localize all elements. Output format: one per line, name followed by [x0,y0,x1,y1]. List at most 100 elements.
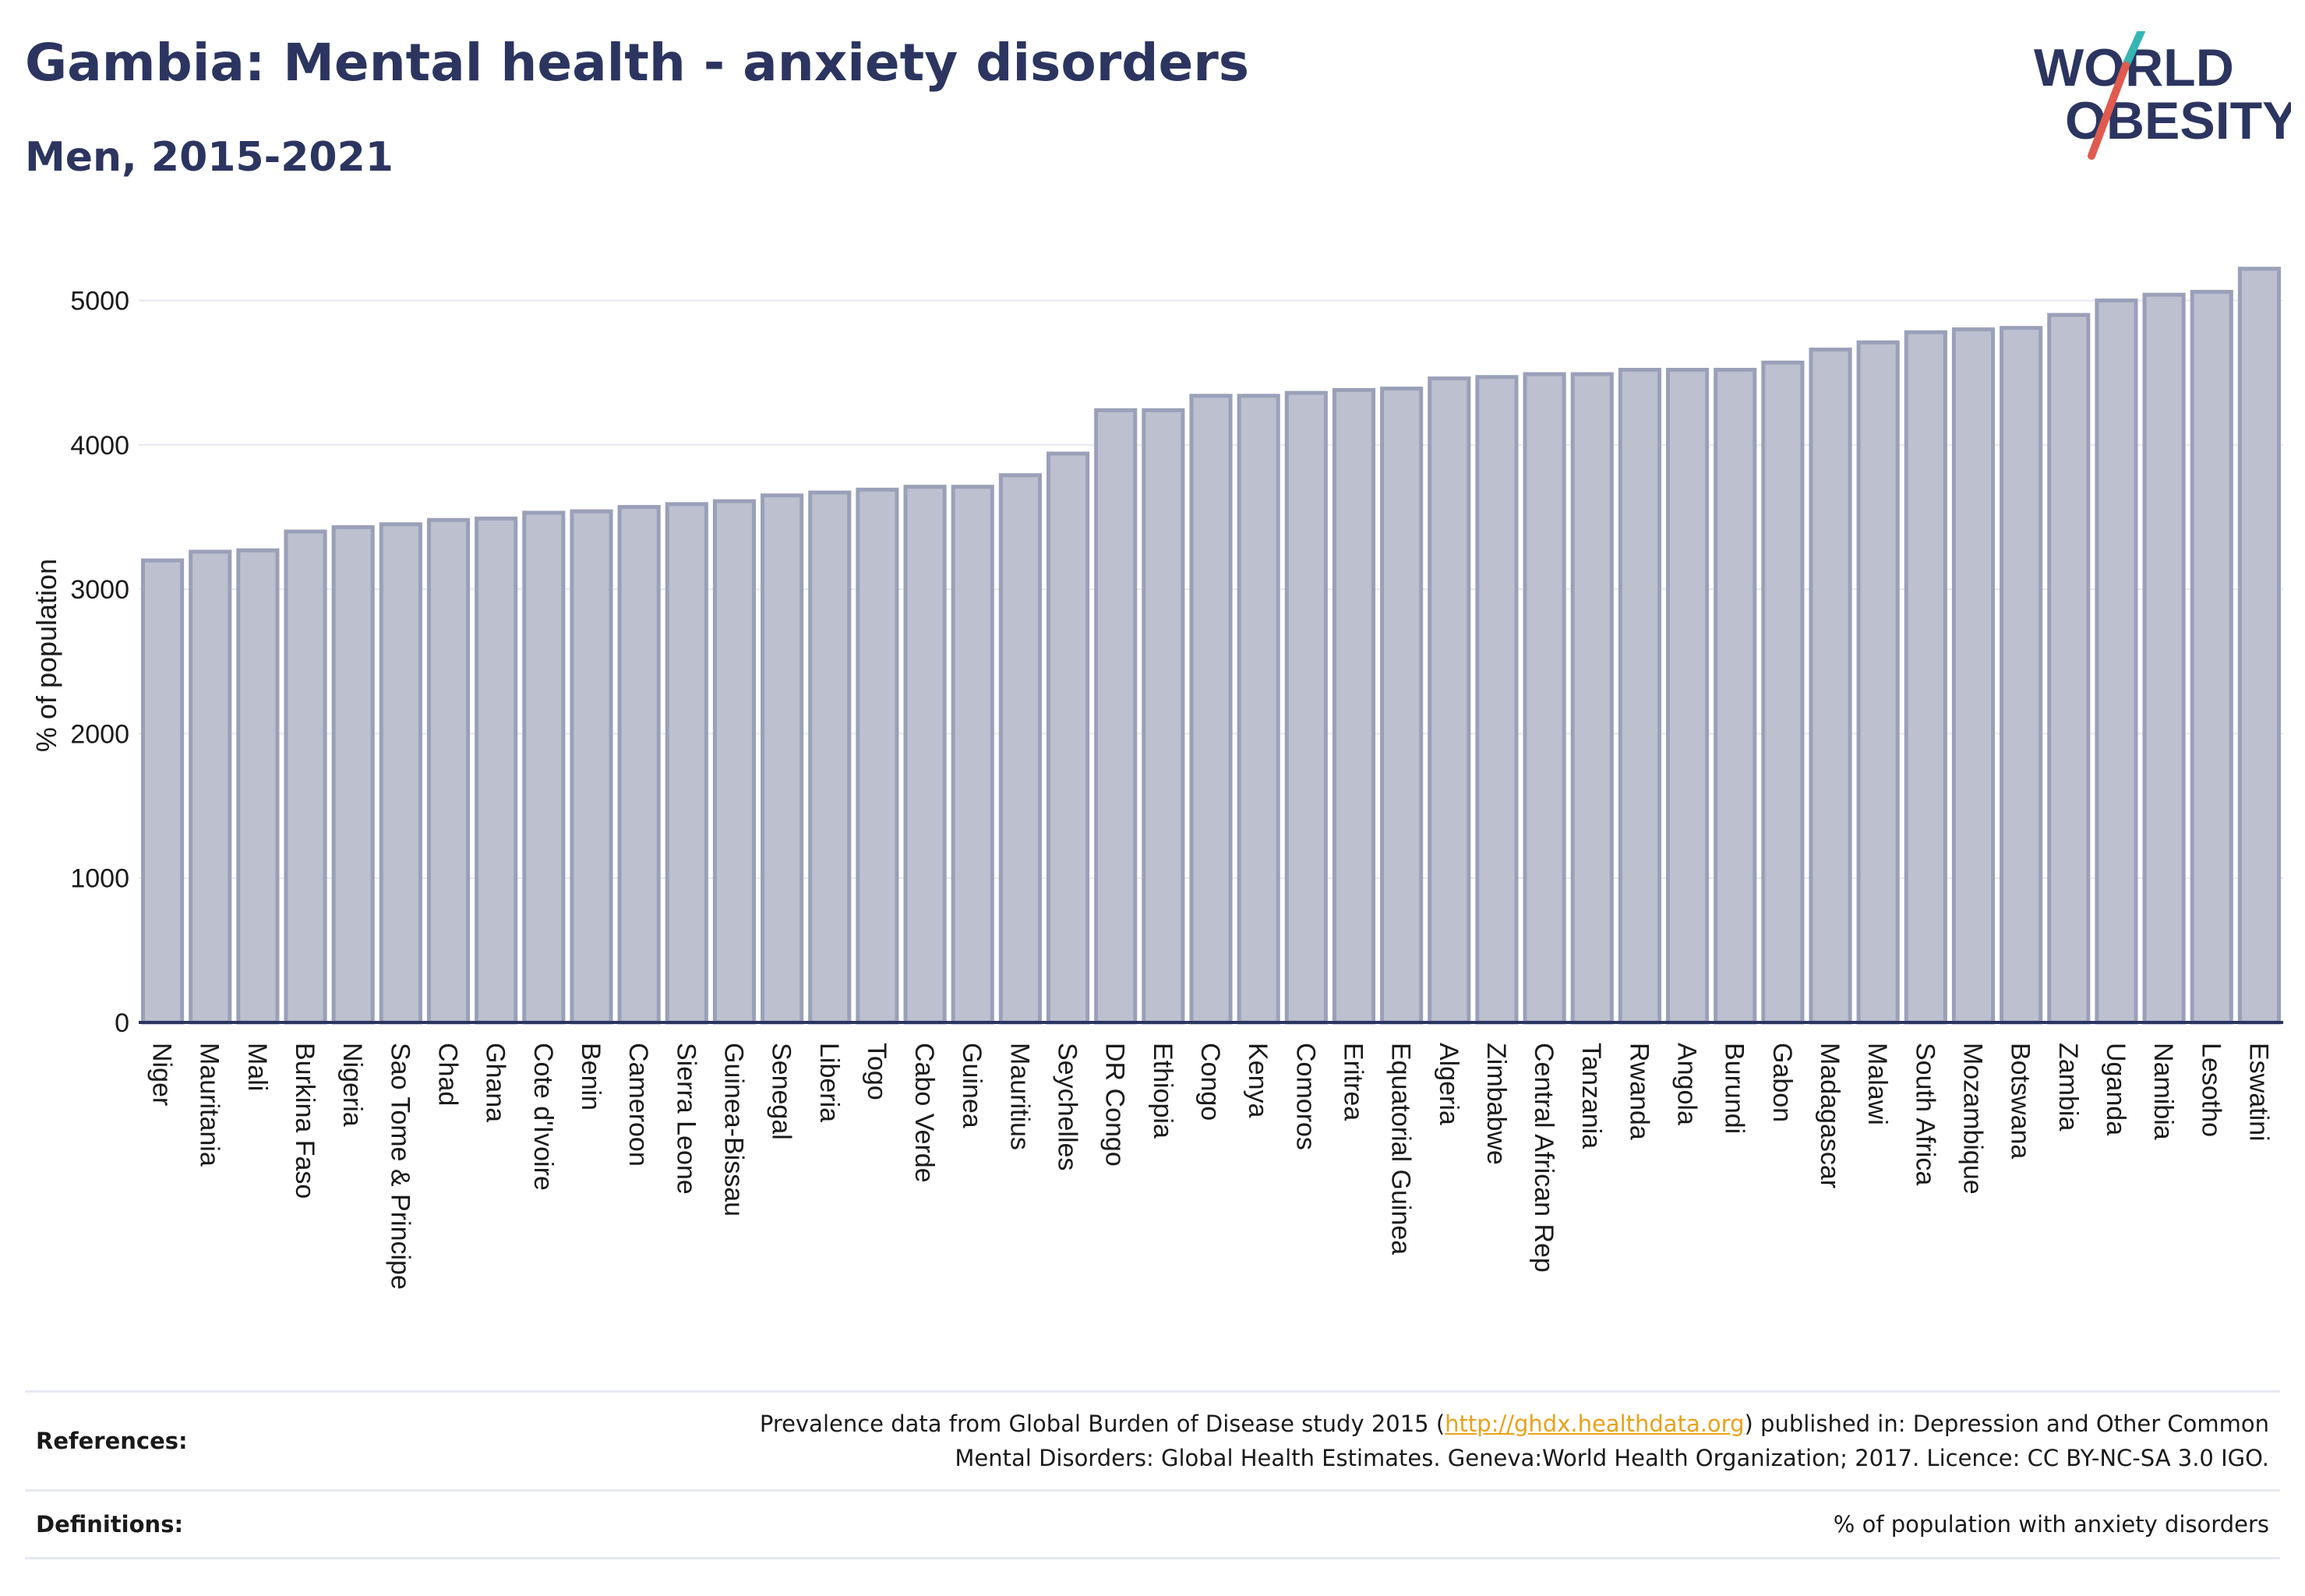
bar [1284,390,1328,1025]
bar [1428,376,1471,1025]
x-tick-label: Eswatini [2243,1043,2273,1142]
x-tick-label: Guinea-Bissau [718,1043,748,1216]
bar [570,509,613,1025]
world-obesity-logo: WORLD OBESITY [2034,31,2291,160]
x-tick-label: Lesotho [2196,1043,2226,1137]
references-table: References: Prevalence data from Global … [25,1390,2280,1559]
x-tick-label: Cabo Verde [909,1043,939,1183]
bar [284,529,327,1025]
bar [1332,387,1376,1025]
x-tick-label: Burkina Faso [290,1043,319,1199]
bar [1475,375,1519,1025]
bar [903,485,947,1025]
x-tick-label: Algeria [1434,1043,1463,1125]
references-label: References: [36,1428,188,1454]
references-row: References: Prevalence data from Global … [25,1390,2280,1489]
x-tick-label: Equatorial Guinea [1386,1043,1416,1255]
bar [2237,267,2281,1025]
x-tick-label: DR Congo [1100,1043,1130,1167]
references-text-end: ) published in: Depression and Other Com… [1744,1411,2270,1437]
logo-slash-teal [2122,31,2145,69]
bar [1570,372,1614,1025]
bar [856,487,899,1025]
x-tick-label: Ethiopia [1148,1043,1177,1139]
x-tick-label: Malawi [1862,1043,1892,1125]
x-tick-label: Mauritius [1004,1043,1034,1150]
bar [1761,360,1805,1025]
bar [1951,327,1996,1025]
bar [665,502,708,1025]
bar [2095,298,2138,1025]
y-tick-label: 2000 [70,719,129,749]
references-text-start: Prevalence data from Global Burden of Di… [759,1411,1445,1437]
x-tick-label: Namibia [2148,1043,2178,1140]
bar [2047,312,2091,1025]
bar [1523,372,1566,1025]
x-tick-label: Tanzania [1576,1043,1606,1149]
x-tick-label: Zimbabwe [1481,1043,1511,1165]
bar [761,493,804,1025]
x-tick-label: Cote d'Ivoire [528,1043,558,1191]
x-tick-label: Madagascar [1815,1043,1844,1188]
page-subtitle: Men, 2015-2021 [25,134,394,181]
x-tick-label: Liberia [814,1043,844,1122]
bar [1714,368,1757,1025]
x-tick-label: Sierra Leone [671,1043,701,1195]
x-tick-label: Angola [1672,1043,1702,1125]
bar [1856,340,1900,1025]
x-tick-label: Nigeria [337,1043,367,1127]
bar-chart: 0 1000 2000 3000 4000 5000 Niger Mauritania Mal… [30,267,2283,1290]
x-tick-label: Guinea [957,1043,987,1128]
x-tick-label: Sao Tome & Principe [385,1043,415,1290]
bar [1142,408,1185,1025]
x-tick-label: Rwanda [1624,1043,1654,1140]
bar [1618,368,1661,1025]
y-tick-label: 1000 [70,864,129,894]
bar [379,522,422,1025]
references-link[interactable]: http://ghdx.healthdata.org [1445,1411,1745,1437]
x-tick-label: South Africa [1910,1043,1940,1185]
x-tick-label: Chad [433,1043,463,1106]
x-tick-label: Benin [576,1043,605,1110]
bar [1665,368,1710,1025]
x-tick-label: Mozambique [1957,1043,1987,1195]
x-tick-label: Burundi [1720,1043,1749,1134]
bar [2000,326,2043,1025]
bar [1904,330,1947,1025]
definitions-label: Definitions: [36,1511,184,1538]
bar [808,490,852,1025]
bar [331,524,375,1025]
x-tick-label: Central African Rep [1529,1043,1558,1273]
x-tick-label: Uganda [2101,1043,2130,1135]
bar [426,517,471,1025]
bar [951,485,994,1025]
bar [141,558,185,1025]
y-axis-label: % of population [30,559,62,752]
bar [1189,394,1233,1025]
bar [522,510,566,1025]
x-tick-label: Congo [1195,1043,1225,1121]
y-tick-label: 4000 [70,431,129,461]
y-tick-label: 0 [115,1008,129,1038]
x-tick-label: Kenya [1243,1043,1273,1118]
bars [141,267,2281,1025]
x-tick-label: Mali [242,1043,272,1091]
bar [1094,408,1138,1025]
logo-slash-red [2088,62,2130,160]
x-tick-label: Niger [147,1043,177,1106]
bar [1046,451,1090,1025]
x-tick-label: Senegal [767,1043,796,1140]
x-tick-label: Botswana [2006,1043,2035,1159]
x-tick-label: Seychelles [1053,1043,1082,1171]
x-tick-label: Cameroon [623,1043,653,1167]
x-tick-label: Zambia [2053,1043,2083,1131]
x-tick-label: Mauritania [195,1043,224,1167]
definitions-row: Definitions: % of population with anxiet… [25,1489,2280,1559]
x-tick-label: Comoros [1290,1043,1320,1150]
bar [1809,348,1852,1025]
definitions-text: % of population with anxiety disorders [1833,1511,2269,1538]
bar [189,549,232,1025]
bar [475,516,518,1025]
x-tick-label: Eritrea [1338,1043,1368,1121]
bar [712,499,757,1025]
